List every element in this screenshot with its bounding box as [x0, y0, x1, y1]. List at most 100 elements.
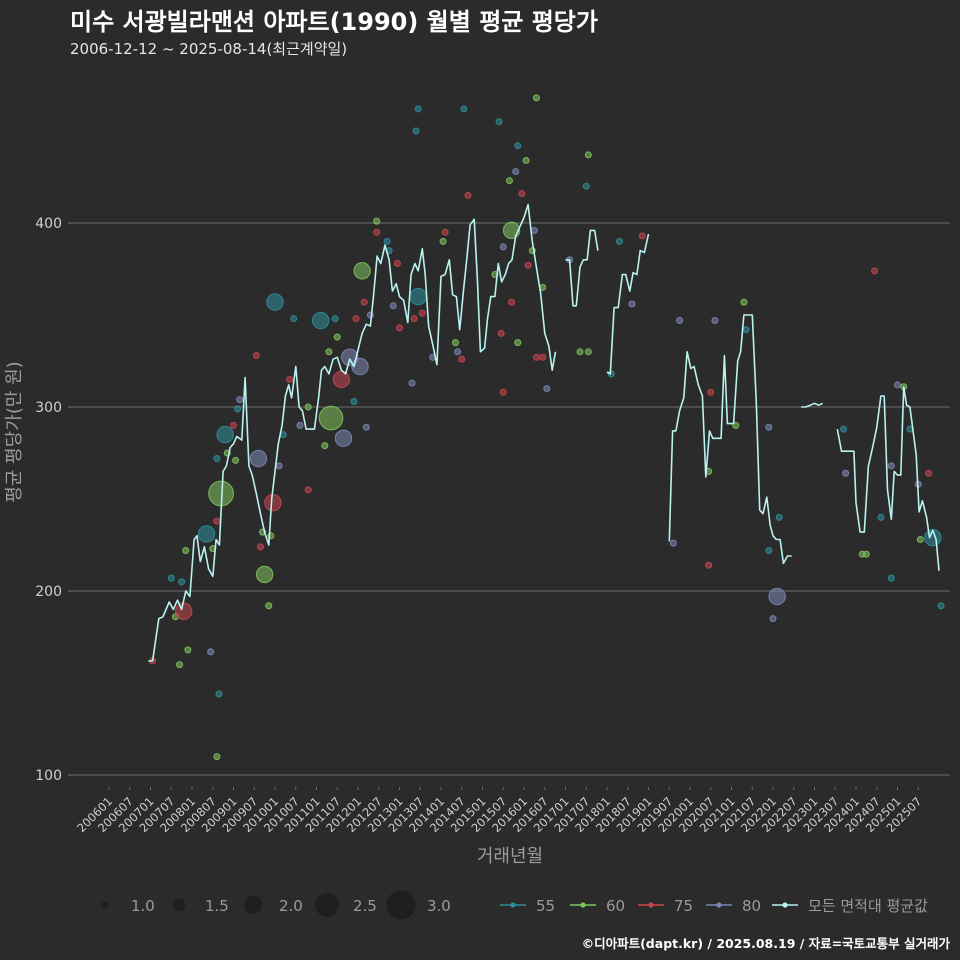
data-point — [458, 355, 466, 363]
data-point — [840, 425, 848, 433]
data-point — [321, 442, 329, 450]
size-legend-label: 2.5 — [353, 897, 377, 915]
average-line — [148, 203, 940, 662]
data-point — [275, 462, 283, 470]
color-legend-label: 모든 면적대 평균값 — [808, 897, 928, 915]
data-point — [383, 237, 391, 245]
color-legend-label: 80 — [742, 897, 761, 915]
data-point — [615, 237, 623, 245]
x-axis-title: 거래년월 — [477, 846, 543, 867]
data-point — [265, 602, 273, 610]
data-point — [255, 565, 274, 584]
data-point — [522, 156, 530, 164]
data-point — [530, 226, 538, 234]
data-point — [887, 574, 895, 582]
data-point — [894, 381, 901, 389]
data-point — [167, 574, 175, 582]
size-legend-label: 1.5 — [205, 897, 229, 915]
data-point — [325, 348, 333, 356]
data-point — [234, 405, 242, 413]
data-point — [175, 602, 193, 620]
data-point — [333, 333, 341, 341]
data-point — [871, 267, 879, 275]
data-point — [505, 177, 513, 185]
data-point — [497, 329, 505, 337]
color-legend-dot — [510, 902, 516, 908]
data-point — [499, 243, 507, 251]
average-line-segment — [668, 314, 792, 565]
data-point — [638, 232, 646, 240]
data-point — [705, 561, 713, 569]
data-point — [409, 287, 427, 306]
data-point — [334, 429, 353, 447]
data-point — [742, 326, 750, 334]
data-point — [676, 317, 684, 325]
data-point — [232, 456, 240, 464]
size-legend-circle — [101, 901, 109, 909]
data-point — [216, 425, 234, 444]
data-point — [937, 602, 945, 610]
data-point — [410, 315, 418, 323]
data-point — [252, 351, 260, 359]
color-legend-dot — [716, 902, 722, 908]
data-point — [524, 261, 532, 269]
data-point — [775, 513, 783, 521]
size-legend-circle — [386, 890, 416, 920]
data-point — [768, 587, 786, 606]
color-legend-dot — [580, 902, 586, 908]
source-caption: ©디아파트(dapt.kr) / 2025.08.19 / 자료=국토교통부 실… — [582, 936, 951, 951]
legend-color: 55 60 75 80 모든 면적대 평균값 — [500, 897, 928, 915]
data-point — [508, 298, 516, 306]
data-point — [286, 375, 294, 383]
data-point — [389, 302, 397, 310]
data-point — [236, 396, 244, 404]
data-point — [887, 462, 895, 470]
data-point — [418, 309, 426, 317]
data-point — [543, 385, 551, 393]
data-point — [532, 353, 540, 361]
data-point — [441, 228, 449, 236]
data-point — [514, 142, 522, 150]
data-point — [495, 118, 503, 126]
data-point — [454, 348, 462, 356]
y-tick-label: 300 — [35, 400, 62, 416]
data-point — [304, 403, 312, 411]
data-point — [318, 405, 344, 431]
size-legend-label: 3.0 — [427, 897, 451, 915]
data-point — [439, 237, 447, 245]
data-point — [464, 191, 472, 199]
y-tick-label: 100 — [35, 768, 62, 784]
data-point — [514, 339, 522, 347]
average-line-segment — [801, 402, 824, 408]
data-point — [362, 423, 370, 431]
y-tick-label: 400 — [35, 216, 62, 232]
data-point — [452, 339, 460, 347]
data-point — [256, 543, 264, 551]
data-point — [290, 315, 298, 323]
data-point — [740, 298, 748, 306]
data-point — [213, 455, 221, 463]
average-line-segment — [565, 229, 599, 307]
data-point — [176, 661, 184, 669]
data-point — [207, 648, 215, 656]
data-point — [576, 348, 584, 356]
scatter-points — [149, 94, 945, 761]
data-point — [628, 300, 636, 308]
average-line-segment — [836, 386, 940, 571]
data-point — [460, 105, 468, 113]
data-point — [765, 547, 773, 555]
data-point — [213, 753, 221, 761]
data-point — [360, 298, 368, 306]
data-point — [215, 690, 223, 698]
data-point — [396, 324, 403, 332]
data-point — [769, 615, 777, 623]
data-point — [366, 311, 374, 319]
data-point — [182, 547, 190, 555]
data-point — [925, 469, 933, 477]
data-point — [230, 421, 237, 429]
data-point — [351, 357, 369, 376]
data-point — [862, 550, 870, 558]
x-axis-ticks: 2006012006072007012007072008012008072009… — [74, 787, 924, 835]
data-point — [842, 469, 850, 477]
